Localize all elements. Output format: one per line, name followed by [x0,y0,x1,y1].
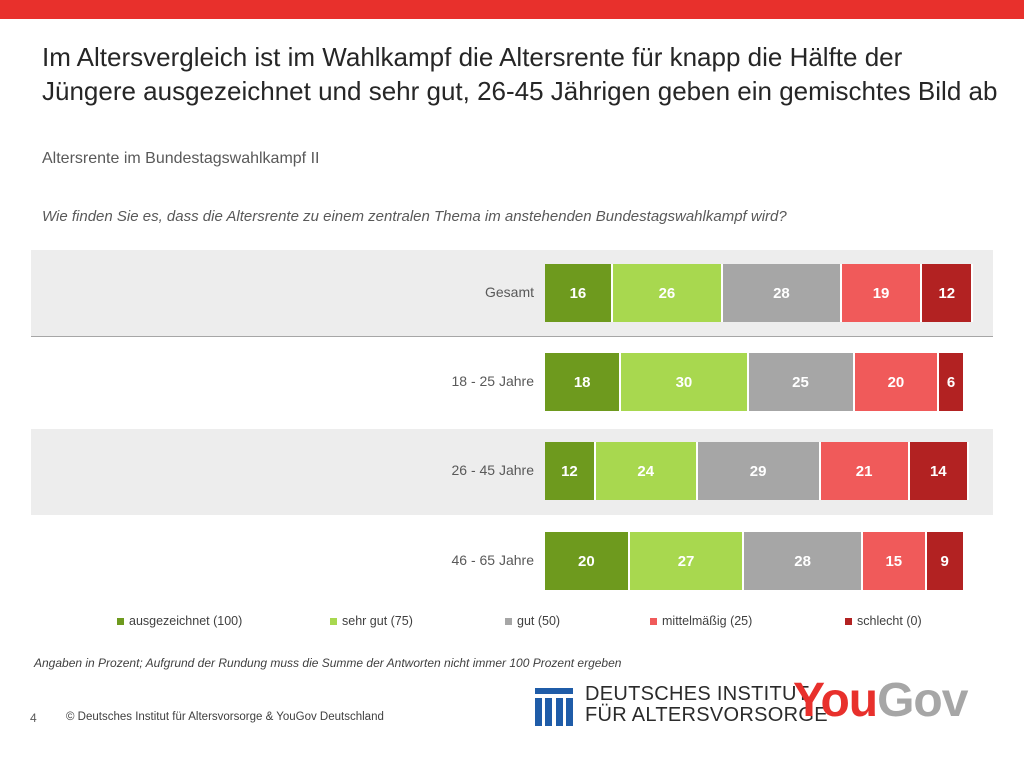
legend-label: ausgezeichnet (100) [129,614,243,628]
bar-segment-26-45-jahre-mittelm-ig-25: 21 [820,442,910,500]
bar-segment-46-65-jahre-ausgezeichnet-100: 20 [545,532,630,590]
row-label-gesamt: Gesamt [484,284,534,300]
bar-segment-18-25-jahre-schlecht-0: 6 [939,353,965,411]
dia-logo: DEUTSCHES INSTITUT FÜR ALTERSVORSORGE [535,684,828,730]
legend-label: mittelmäßig (25) [662,614,753,628]
legend-swatch [845,617,852,625]
legend-swatch [505,617,512,625]
legend-item-mittelm-ig-25: mittelmäßig (25) [650,614,752,628]
bar-segment-gesamt-ausgezeichnet-100: 16 [545,264,613,322]
yougov-logo-gov: Gov [877,674,968,727]
bar-segment-18-25-jahre-sehr-gut-75: 30 [621,353,749,411]
bar-segment-26-45-jahre-schlecht-0: 14 [909,442,969,500]
separator-rule [31,336,993,337]
row-label-46-65-jahre: 46 - 65 Jahre [451,552,535,568]
row-label-18-25-jahre: 18 - 25 Jahre [451,373,535,389]
bar-segment-26-45-jahre-sehr-gut-75: 24 [595,442,698,500]
legend-swatch [330,617,337,625]
dia-logo-line-2: FÜR ALTERSVORSORGE [585,704,828,726]
bar-segment-46-65-jahre-schlecht-0: 9 [926,532,965,590]
footnote: Angaben in Prozent; Aufgrund der Rundung… [34,656,622,670]
bar-segment-18-25-jahre-gut-50: 25 [748,353,855,411]
legend-label: gut (50) [517,614,561,628]
dia-logo-line-1: DEUTSCHES INSTITUT [585,683,810,705]
bar-segment-18-25-jahre-mittelm-ig-25: 20 [854,353,940,411]
bar-segment-46-65-jahre-gut-50: 28 [744,532,863,590]
top-accent-bar [0,0,1024,19]
legend-item-gut-50: gut (50) [505,614,560,628]
dia-logo-mark [535,688,573,726]
bar-segment-gesamt-sehr-gut-75: 26 [612,264,724,322]
legend-item-ausgezeichnet-100: ausgezeichnet (100) [117,614,242,628]
legend-item-sehr-gut-75: sehr gut (75) [330,614,413,628]
legend-swatch [650,617,657,625]
legend-swatch [117,617,124,625]
bar-segment-46-65-jahre-sehr-gut-75: 27 [629,532,745,590]
row-label-26-45-jahre: 26 - 45 Jahre [451,462,535,478]
bar-segment-gesamt-schlecht-0: 12 [922,264,974,322]
bar-segment-26-45-jahre-gut-50: 29 [697,442,821,500]
legend-label: sehr gut (75) [342,614,413,628]
legend-item-schlecht-0: schlecht (0) [845,614,922,628]
bar-segment-26-45-jahre-ausgezeichnet-100: 12 [545,442,596,500]
bar-segment-46-65-jahre-mittelm-ig-25: 15 [863,532,927,590]
copyright-notice: © Deutsches Institut für Altersvorsorge … [66,711,384,723]
yougov-logo-you: You [793,674,878,727]
legend-label: schlecht (0) [857,614,922,628]
yougov-logo: YouGov [793,673,968,728]
page-number: 4 [30,711,37,725]
dia-logo-text: DEUTSCHES INSTITUT FÜR ALTERSVORSORGE [585,684,828,726]
slide-title: Im Altersvergleich ist im Wahlkampf die … [42,40,1002,108]
chart-subtitle: Altersrente im Bundestagswahlkampf II [42,150,320,167]
survey-question: Wie finden Sie es, dass die Altersrente … [42,208,787,225]
bar-segment-gesamt-mittelm-ig-25: 19 [841,264,923,322]
bar-segment-gesamt-gut-50: 28 [723,264,842,322]
bar-segment-18-25-jahre-ausgezeichnet-100: 18 [545,353,622,411]
slide-title-line-2: Jüngere ausgezeichnet und sehr gut, 26-4… [42,76,998,106]
slide-title-line-1: Im Altersvergleich ist im Wahlkampf die … [42,42,903,72]
